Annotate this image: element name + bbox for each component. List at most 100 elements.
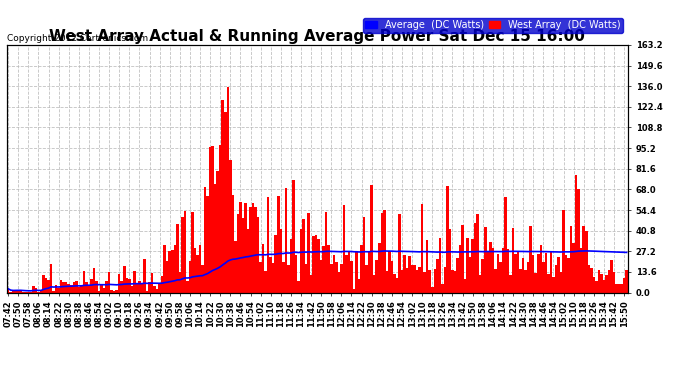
Bar (388, 251, 391, 292)
Bar (439, 238, 441, 292)
Bar (279, 229, 282, 292)
Bar (395, 278, 398, 292)
Bar (201, 266, 204, 292)
Bar (529, 226, 532, 292)
Bar (118, 273, 121, 292)
Bar (547, 274, 550, 292)
Bar (290, 239, 292, 292)
Bar (474, 223, 476, 292)
Bar (226, 87, 229, 292)
Bar (65, 282, 68, 292)
Bar (32, 286, 34, 292)
Bar (164, 246, 166, 292)
Bar (299, 229, 302, 292)
Bar (522, 258, 524, 292)
Bar (151, 273, 153, 292)
Bar (520, 269, 522, 292)
Bar (307, 213, 310, 292)
Bar (375, 260, 378, 292)
Bar (179, 272, 181, 292)
Bar (595, 280, 598, 292)
Bar (123, 266, 126, 292)
Bar (446, 186, 448, 292)
Bar (77, 287, 80, 292)
Bar (393, 274, 395, 292)
Bar (176, 224, 179, 292)
Bar (305, 264, 307, 292)
Bar (380, 213, 383, 292)
Bar (214, 184, 217, 292)
Bar (229, 160, 232, 292)
Bar (333, 255, 335, 292)
Bar (448, 229, 451, 292)
Bar (428, 270, 431, 292)
Bar (489, 242, 491, 292)
Bar (366, 265, 368, 292)
Bar (57, 288, 60, 292)
Bar (166, 261, 168, 292)
Bar (433, 269, 436, 292)
Bar (552, 278, 555, 292)
Bar (610, 260, 613, 292)
Bar (108, 272, 110, 292)
Bar (287, 265, 290, 292)
Bar (413, 265, 416, 292)
Bar (317, 239, 320, 292)
Bar (532, 255, 535, 292)
Bar (297, 280, 299, 292)
Bar (345, 255, 348, 292)
Bar (45, 278, 48, 292)
Bar (491, 248, 494, 292)
Bar (75, 281, 77, 292)
Bar (560, 272, 562, 292)
Bar (578, 189, 580, 292)
Bar (133, 271, 136, 292)
Bar (249, 207, 252, 292)
Bar (322, 246, 325, 292)
Bar (310, 274, 313, 292)
Bar (371, 185, 373, 292)
Bar (42, 275, 45, 292)
Bar (244, 203, 247, 292)
Bar (186, 281, 188, 292)
Bar (464, 279, 466, 292)
Bar (542, 262, 544, 292)
Bar (141, 284, 144, 292)
Title: West Array Actual & Running Average Power Sat Dec 15 16:00: West Array Actual & Running Average Powe… (50, 29, 585, 44)
Bar (128, 279, 130, 292)
Bar (517, 251, 520, 292)
Bar (272, 263, 275, 292)
Bar (239, 202, 241, 292)
Bar (221, 100, 224, 292)
Bar (386, 272, 388, 292)
Bar (48, 280, 50, 292)
Bar (52, 291, 55, 292)
Bar (623, 278, 625, 292)
Bar (14, 290, 17, 292)
Bar (237, 214, 239, 292)
Bar (330, 264, 333, 292)
Bar (168, 251, 171, 292)
Bar (138, 280, 141, 292)
Bar (126, 278, 128, 292)
Bar (206, 196, 209, 292)
Bar (408, 256, 411, 292)
Bar (499, 262, 502, 292)
Bar (343, 205, 345, 292)
Bar (444, 267, 446, 292)
Bar (537, 254, 540, 292)
Bar (181, 217, 184, 292)
Bar (555, 265, 558, 292)
Bar (602, 280, 605, 292)
Bar (550, 251, 552, 292)
Bar (292, 180, 295, 292)
Bar (40, 291, 42, 292)
Bar (17, 290, 19, 292)
Bar (148, 282, 151, 292)
Bar (535, 273, 537, 292)
Bar (421, 204, 424, 292)
Bar (7, 289, 10, 292)
Bar (540, 245, 542, 292)
Bar (418, 267, 421, 292)
Bar (456, 258, 459, 292)
